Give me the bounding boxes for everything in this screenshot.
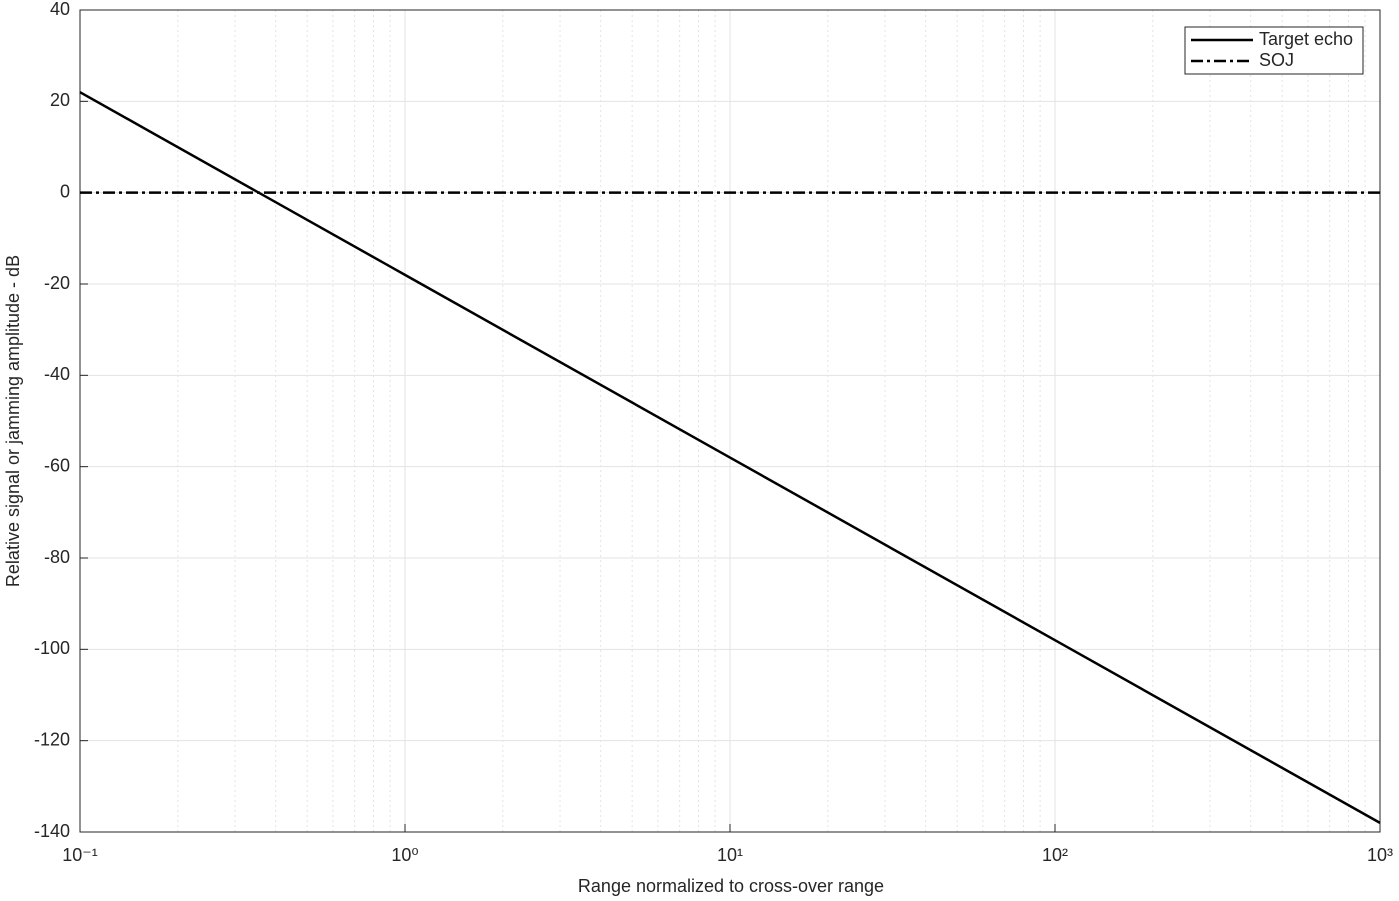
- plot-frame: [79, 9, 1381, 833]
- y-tick-label: -120: [34, 729, 70, 749]
- y-tick-label: -40: [44, 364, 70, 384]
- y-axis-label: Relative signal or jamming amplitude - d…: [3, 255, 23, 587]
- legend-label: SOJ: [1259, 50, 1294, 70]
- x-axis-label: Range normalized to cross-over range: [578, 876, 884, 896]
- x-tick-label: 10⁰: [391, 845, 418, 865]
- y-tick-label: -20: [44, 273, 70, 293]
- y-tick-label: -140: [34, 821, 70, 841]
- legend-label: Target echo: [1259, 29, 1353, 49]
- x-tick-label: 10⁻¹: [62, 845, 98, 865]
- y-tick-label: 0: [60, 181, 70, 201]
- x-tick-label: 10¹: [717, 845, 743, 865]
- y-tick-label: -80: [44, 547, 70, 567]
- y-tick-label: -60: [44, 455, 70, 475]
- legend-box: [1184, 26, 1364, 75]
- y-tick-label: -100: [34, 638, 70, 658]
- x-tick-label: 10²: [1042, 845, 1068, 865]
- y-tick-label: 20: [50, 90, 70, 110]
- line-series: [79, 91, 1381, 824]
- y-tick-label: 40: [50, 0, 70, 19]
- x-tick-label: 10³: [1367, 845, 1393, 865]
